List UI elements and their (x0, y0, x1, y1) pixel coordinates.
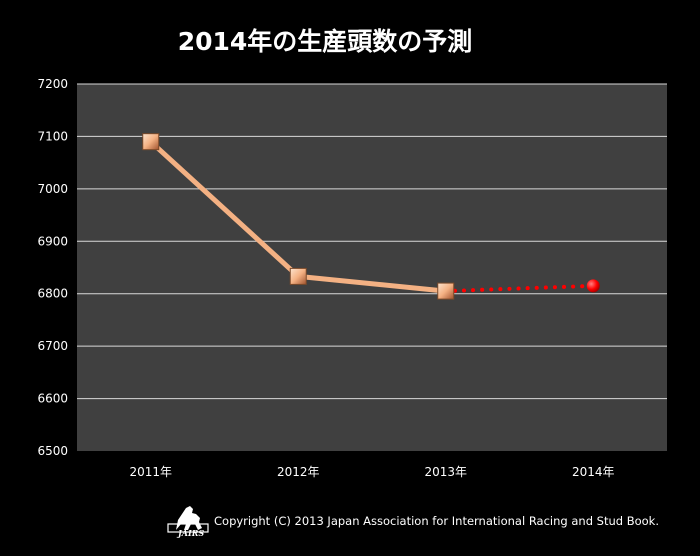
plot-area (77, 84, 667, 451)
y-tick-label: 6600 (37, 392, 68, 406)
y-tick-label: 6900 (37, 234, 68, 248)
copyright-text: Copyright (C) 2013 Japan Association for… (214, 514, 659, 528)
y-tick-label: 6500 (37, 444, 68, 458)
chart-title: 2014年の生産頭数の予測 (177, 27, 473, 56)
x-tick-label: 2012年 (277, 465, 320, 479)
y-tick-label: 7100 (37, 129, 68, 143)
jairs-logo-icon (167, 506, 209, 533)
x-tick-label: 2011年 (129, 465, 172, 479)
x-tick-label: 2013年 (424, 465, 467, 479)
forecast-point-marker (586, 279, 600, 293)
y-tick-label: 7200 (37, 77, 68, 91)
data-point-marker (437, 282, 455, 300)
data-point-marker (142, 133, 160, 151)
series-line-forecast (443, 283, 596, 294)
y-tick-label: 6800 (37, 287, 68, 301)
logo-text: JAIRS (178, 528, 205, 538)
x-tick-label: 2014年 (572, 465, 615, 479)
y-tick-label: 7000 (37, 182, 68, 196)
data-point-marker (289, 267, 307, 285)
y-tick-label: 6700 (37, 339, 68, 353)
